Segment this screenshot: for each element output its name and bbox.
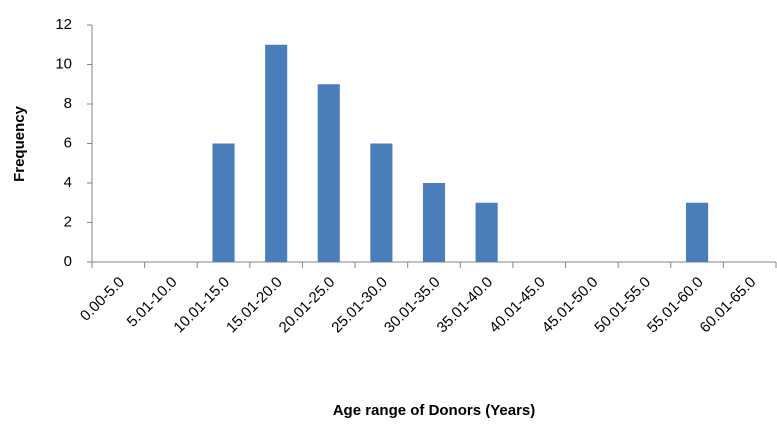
- y-tick-label: 8: [64, 95, 72, 112]
- y-tick-label: 6: [64, 134, 72, 151]
- bar: [370, 143, 393, 262]
- x-tick-label: 45.01-50.0: [539, 274, 602, 337]
- x-tick-label: 20.01-25.0: [276, 274, 339, 337]
- x-tick-label: 0.00-5.0: [77, 274, 128, 325]
- x-axis-title: Age range of Donors (Years): [333, 402, 536, 419]
- y-tick-label: 2: [64, 213, 72, 230]
- x-tick-label: 15.01-20.0: [223, 274, 286, 337]
- x-tick-label: 50.01-55.0: [591, 274, 654, 337]
- y-tick-label: 12: [55, 16, 72, 33]
- x-tick-label: 60.01-65.0: [697, 274, 760, 337]
- y-tick-label: 4: [64, 174, 72, 191]
- x-tick-label: 10.01-15.0: [170, 274, 233, 337]
- bar: [212, 143, 235, 262]
- x-tick-label: 25.01-30.0: [328, 274, 391, 337]
- y-tick-label: 10: [55, 55, 72, 72]
- x-tick-label: 30.01-35.0: [381, 274, 444, 337]
- bar: [265, 44, 288, 262]
- bar: [317, 84, 340, 262]
- y-axis-title: Frequency: [11, 105, 28, 182]
- x-tick-label: 55.01-60.0: [644, 274, 707, 337]
- bar: [422, 183, 446, 262]
- bar: [475, 202, 498, 262]
- x-tick-label: 35.01-40.0: [434, 274, 497, 337]
- bar: [686, 202, 709, 262]
- x-tick-label: 40.01-45.0: [486, 274, 549, 337]
- y-tick-label: 0: [64, 253, 72, 270]
